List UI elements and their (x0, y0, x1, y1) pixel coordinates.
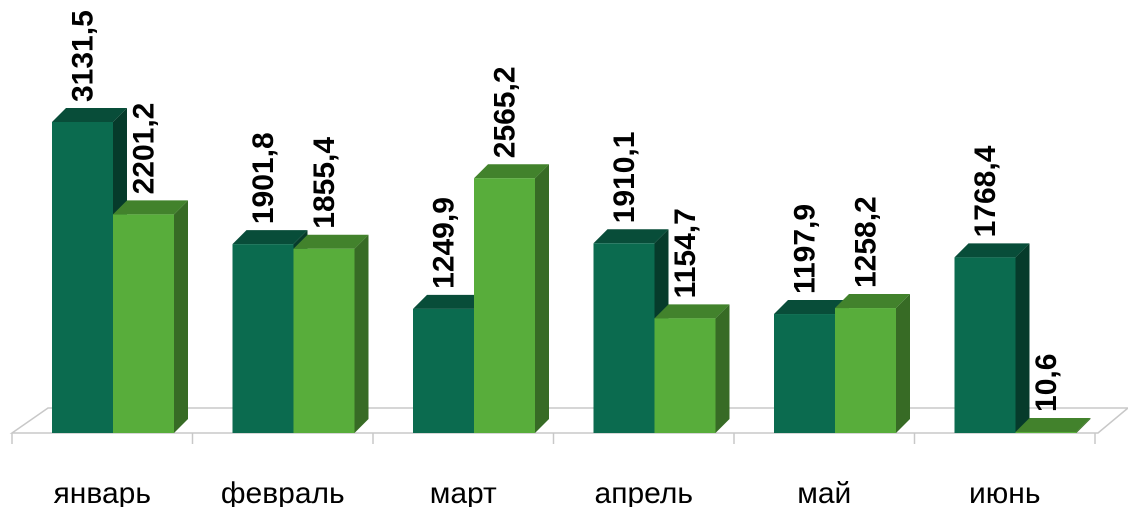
bar-series2-апрель (654, 304, 730, 433)
bar-series1-май (774, 300, 849, 433)
bar-side (1076, 417, 1091, 433)
bar-side (715, 304, 730, 433)
bar-series2-февраль (293, 234, 369, 433)
value-label: 1249,9 (428, 197, 461, 289)
bar-series1-январь (52, 108, 127, 433)
bar-side (1015, 243, 1030, 433)
bar-front (413, 308, 474, 433)
bar-side (354, 234, 369, 433)
value-label: 2201,2 (128, 103, 161, 195)
bar-side (896, 294, 910, 433)
bar-top (474, 164, 549, 179)
bar-side (535, 164, 549, 433)
bar-front (113, 214, 174, 433)
value-label: 1768,4 (969, 145, 1002, 237)
category-label: июнь (969, 477, 1040, 507)
bar-side (174, 200, 188, 433)
bar-top (232, 230, 308, 245)
category-label: март (430, 477, 497, 507)
bars-group (52, 108, 1091, 433)
value-label: 1901,8 (247, 132, 280, 224)
bar-top (835, 294, 910, 309)
bar-top (293, 234, 369, 249)
bar-series2-июнь (1015, 417, 1091, 433)
bar-top (52, 108, 127, 122)
value-label: 1258,2 (850, 196, 883, 288)
value-label: 2565,2 (489, 66, 522, 158)
bar-front (474, 178, 535, 433)
bar-top (954, 243, 1030, 258)
bar-top (1015, 417, 1091, 432)
bar-front (1015, 431, 1077, 433)
bar-front (593, 243, 655, 433)
category-label: январь (54, 477, 151, 507)
category-axis: январь февраль март апрель май июнь (54, 477, 1041, 507)
value-label: 1197,9 (789, 204, 822, 294)
category-label: апрель (595, 477, 693, 507)
value-labels-group: 3131,5 2201,2 1901,8 1855,4 1249,9 2565,2 1910… (67, 10, 1064, 412)
bar-top (593, 229, 669, 244)
bar-front (293, 248, 355, 433)
bar-front (654, 318, 716, 433)
value-label: 1154,7 (669, 208, 702, 298)
bar-front (774, 314, 835, 433)
bar-top (774, 300, 849, 315)
value-label: 3131,5 (67, 10, 100, 102)
bar-series2-январь (113, 200, 188, 433)
bar-front (954, 257, 1016, 433)
value-label: 1855,4 (308, 137, 341, 229)
value-label: 10,6 (1030, 354, 1063, 412)
bar-front (835, 308, 896, 433)
bar-front (232, 244, 294, 433)
bar-series2-май (835, 294, 910, 433)
category-label: май (797, 477, 851, 507)
bar-top (654, 304, 730, 319)
category-label: февраль (221, 477, 345, 507)
bar-top (413, 294, 488, 309)
bar-series1-июнь (954, 243, 1030, 433)
value-label: 1910,1 (608, 132, 641, 224)
bar-front (52, 122, 113, 433)
bar-series2-март (474, 164, 549, 433)
bar-top (113, 200, 188, 215)
